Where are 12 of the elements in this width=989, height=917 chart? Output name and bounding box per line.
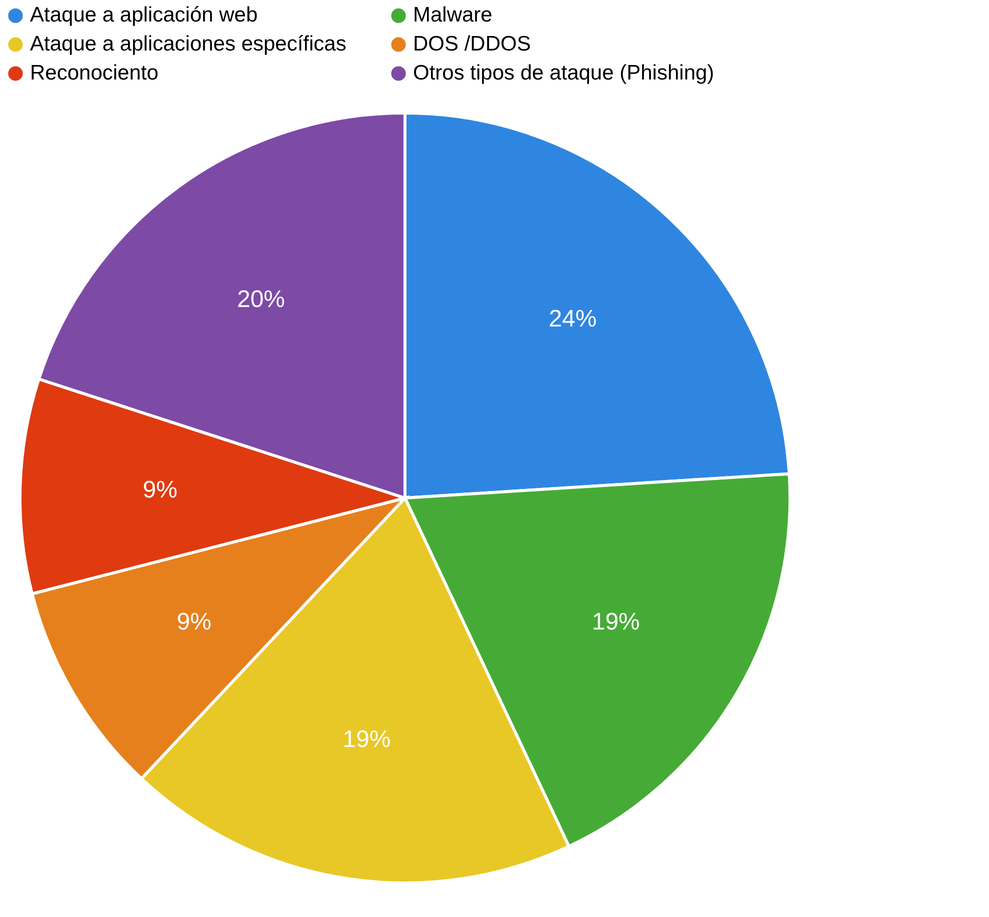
legend-label: DOS /DDOS xyxy=(413,32,531,56)
legend-label: Ataque a aplicaciones específicas xyxy=(30,32,346,56)
legend-label: Malware xyxy=(413,4,492,27)
data-label: 19% xyxy=(342,726,391,753)
data-label: 9% xyxy=(176,608,212,636)
legend-label: Reconociento xyxy=(30,62,158,84)
data-label: 24% xyxy=(548,305,597,332)
data-label: 19% xyxy=(592,608,640,636)
data-label: 20% xyxy=(236,286,286,313)
legend-label: Otros tipos de ataque (Phishing) xyxy=(413,62,714,84)
data-label: 9% xyxy=(142,476,178,504)
legend-label: Ataque a aplicación web xyxy=(30,4,258,27)
